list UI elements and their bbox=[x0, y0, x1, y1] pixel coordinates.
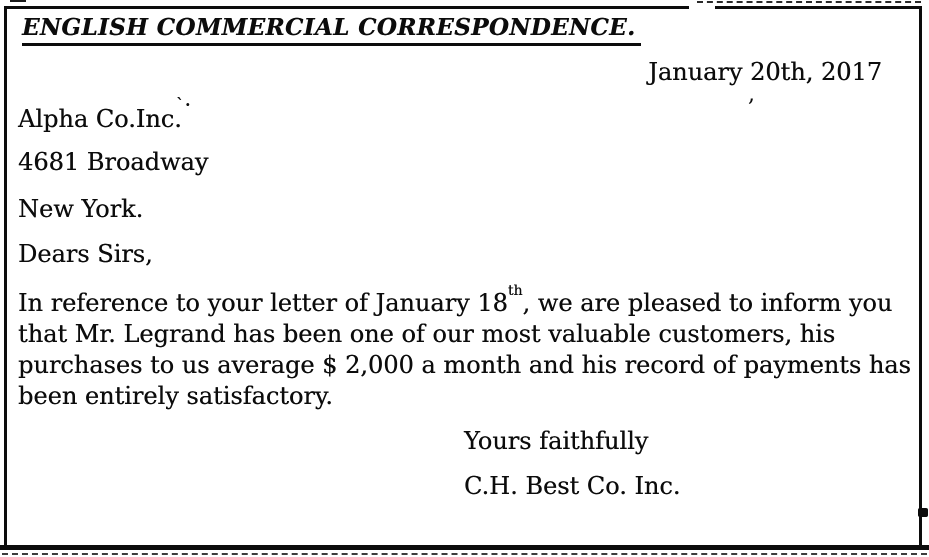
body-line-1-pre: In reference to your letter of January 1… bbox=[18, 289, 508, 317]
scan-noise-top-dashes bbox=[697, 1, 921, 3]
scan-mark-below-date: , bbox=[748, 82, 755, 107]
letterhead-title: ENGLISH COMMERCIAL CORRESPONDENCE. bbox=[22, 14, 642, 46]
body-line-1-post: , we are pleased to inform you bbox=[522, 289, 893, 317]
recipient-street: 4681 Broadway bbox=[18, 148, 209, 176]
scan-blob-right-edge bbox=[918, 508, 928, 517]
date-line: January 20th, 2017 bbox=[648, 58, 882, 86]
border-right-line bbox=[919, 6, 922, 547]
scan-noise-topleft-dash bbox=[10, 0, 26, 2]
ordinal-superscript: th bbox=[507, 283, 523, 299]
body-line-2: that Mr. Legrand has been one of our mos… bbox=[18, 320, 836, 348]
closing-phrase: Yours faithfully bbox=[464, 427, 649, 455]
border-bottom-line bbox=[0, 545, 929, 550]
salutation: Dears Sirs, bbox=[18, 240, 153, 268]
body-line-1: In reference to your letter of January 1… bbox=[18, 284, 911, 319]
body-line-4: been entirely satisfactory. bbox=[18, 382, 333, 410]
scan-mark-after-company: ˋ· bbox=[176, 95, 192, 114]
scan-noise-bottom-dashes bbox=[2, 553, 927, 555]
letterhead-title-text: ENGLISH COMMERCIAL CORRESPONDENCE. bbox=[22, 14, 642, 46]
body-paragraph: In reference to your letter of January 1… bbox=[18, 284, 911, 412]
signature-company: C.H. Best Co. Inc. bbox=[464, 472, 681, 500]
border-top-line bbox=[4, 6, 922, 9]
recipient-company: Alpha Co.Inc. bbox=[18, 105, 182, 133]
recipient-city: New York. bbox=[18, 195, 144, 223]
border-left-line bbox=[4, 6, 7, 548]
border-top-gap-artifact bbox=[689, 5, 715, 10]
body-line-3: purchases to us average $ 2,000 a month … bbox=[18, 351, 911, 379]
